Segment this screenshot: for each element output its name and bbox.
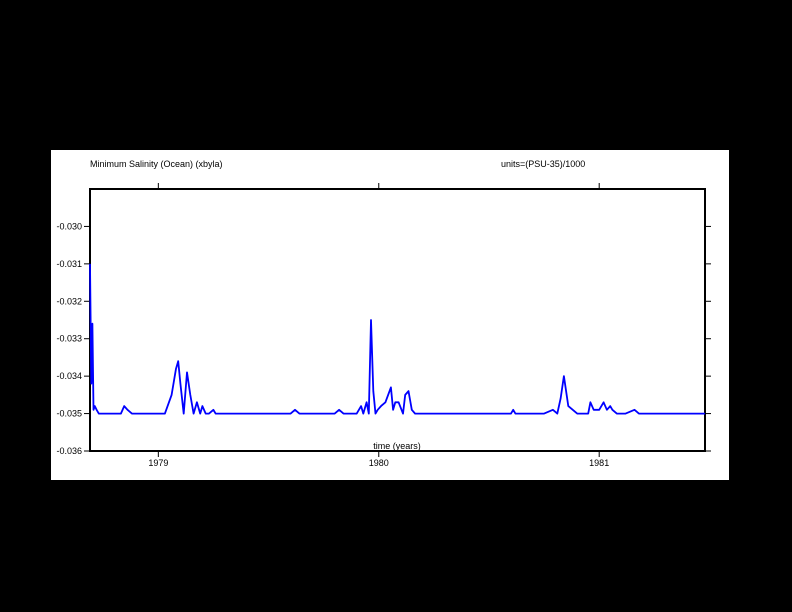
y-tick-label: -0.036 bbox=[56, 446, 82, 456]
y-tick-label: -0.032 bbox=[56, 296, 82, 306]
salinity-line-chart: Minimum Salinity (Ocean) (xbyla) units=(… bbox=[56, 159, 711, 468]
y-tick-label: -0.033 bbox=[56, 334, 82, 344]
chart-figure: Minimum Salinity (Ocean) (xbyla) units=(… bbox=[51, 150, 729, 480]
units-label: units=(PSU-35)/1000 bbox=[501, 159, 585, 169]
y-tick-label: -0.034 bbox=[56, 371, 82, 381]
x-tick-label: 1981 bbox=[589, 458, 609, 468]
y-tick-label: -0.035 bbox=[56, 409, 82, 419]
y-tick-label: -0.030 bbox=[56, 221, 82, 231]
plot-frame bbox=[89, 188, 706, 452]
series-group bbox=[89, 263, 705, 415]
chart-title: Minimum Salinity (Ocean) (xbyla) bbox=[90, 159, 223, 169]
axes-group: -0.030 -0.031 -0.032 -0.033 -0.034 -0.035 -0.0… bbox=[56, 183, 711, 468]
y-tick-label: -0.031 bbox=[56, 259, 82, 269]
x-tick-label: 1979 bbox=[148, 458, 168, 468]
x-axis-label: time (years) bbox=[373, 441, 421, 451]
series-line-0 bbox=[89, 263, 705, 415]
x-tick-label: 1980 bbox=[369, 458, 389, 468]
